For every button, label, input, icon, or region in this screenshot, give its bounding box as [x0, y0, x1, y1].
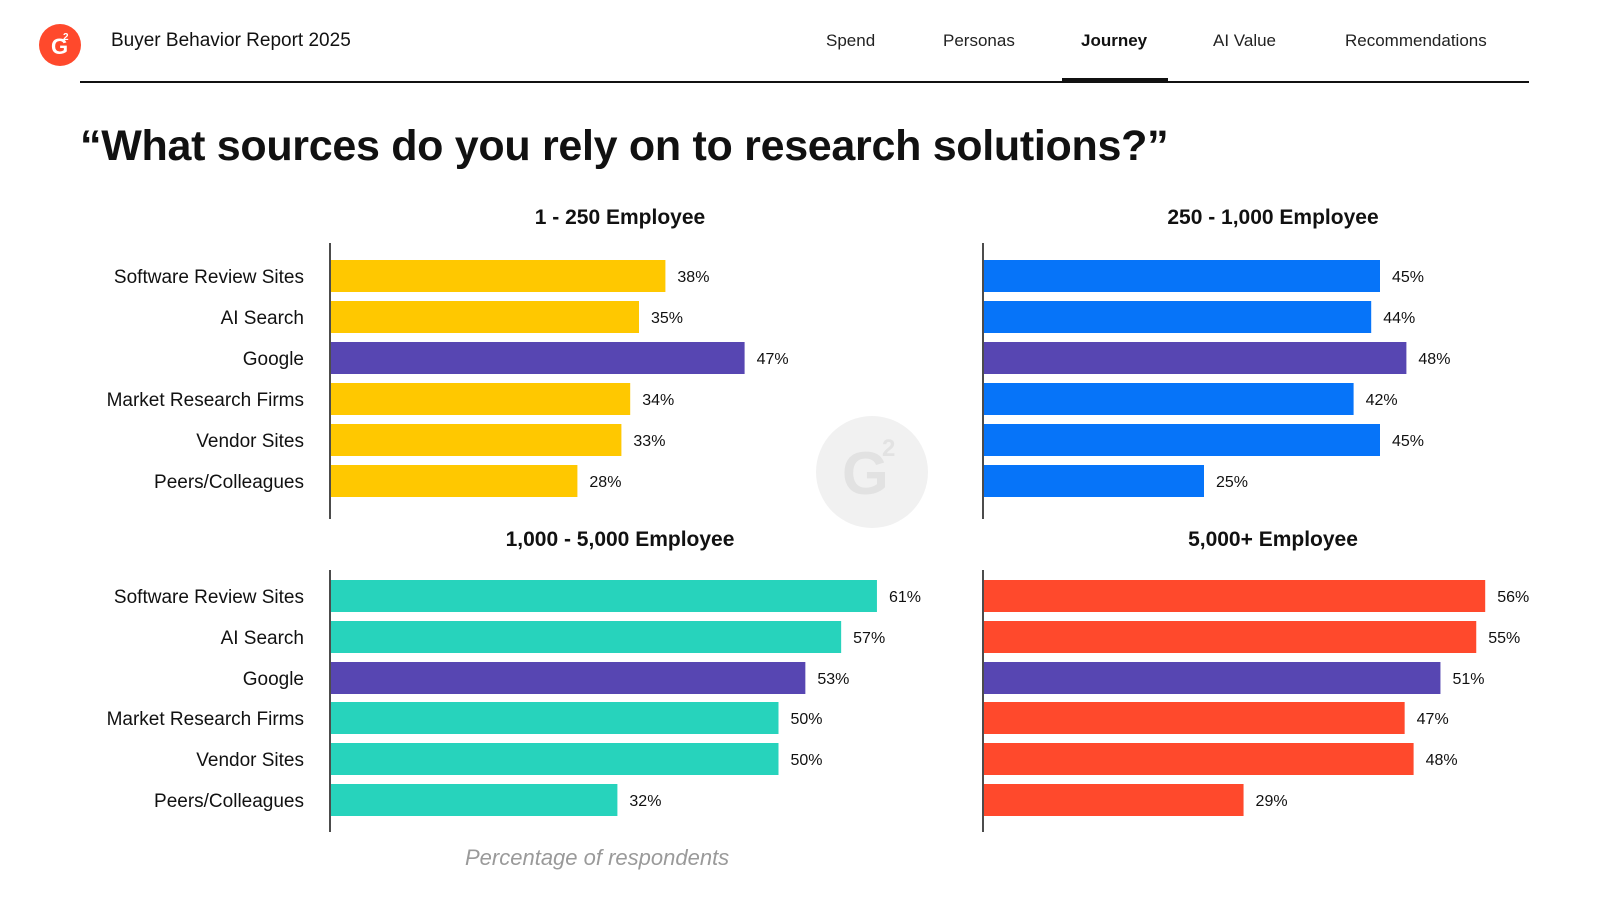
bar [331, 784, 618, 816]
tab-personas[interactable]: Personas [943, 31, 1015, 50]
svg-text:G: G [51, 34, 68, 59]
bar [984, 342, 1407, 374]
bar [984, 743, 1414, 775]
data-label: 38% [677, 269, 709, 286]
data-label: 56% [1497, 589, 1529, 606]
bar [331, 260, 666, 292]
data-label: 35% [651, 310, 683, 327]
category-label: Google [243, 669, 304, 690]
data-label: 44% [1383, 310, 1415, 327]
axis-footnote: Percentage of respondents [465, 845, 730, 870]
data-label: 47% [757, 351, 789, 368]
top-nav: Spend Personas Journey AI Value Recommen… [0, 0, 1600, 84]
bar [984, 621, 1477, 653]
tab-journey[interactable]: Journey [1081, 31, 1148, 50]
data-label: 34% [642, 392, 674, 409]
data-label: 53% [817, 671, 849, 688]
data-label: 55% [1488, 630, 1520, 647]
category-label: Google [243, 349, 304, 370]
bar [984, 784, 1244, 816]
tab-ai-value[interactable]: AI Value [1213, 31, 1277, 50]
chart-panel-2: 250 - 1,000 Employee 45% 44% 48% 42% 45% 25% [982, 206, 1450, 519]
category-label: Software Review Sites [114, 267, 304, 288]
chart-panel-1: 1 - 250 Employee 38% Software Review Sites… [107, 206, 789, 519]
report-header: G 2 Buyer Behavior Report 2025 Spend Per… [0, 0, 1600, 84]
bar [331, 580, 877, 612]
chart-panel-4: 5,000+ Employee 56% 55% 51% 47% 48% 29% [982, 528, 1529, 832]
data-label: 47% [1417, 711, 1449, 728]
category-label: Peers/Colleagues [154, 472, 304, 493]
chart-title: 1 - 250 Employee [535, 206, 705, 229]
bar [331, 465, 578, 497]
category-label: Vendor Sites [196, 750, 304, 771]
bar [331, 621, 842, 653]
bar [331, 702, 779, 734]
svg-text:G: G [842, 440, 889, 507]
bar [331, 342, 745, 374]
category-label: Market Research Firms [107, 390, 304, 411]
bar [331, 424, 622, 456]
bar [984, 580, 1486, 612]
data-label: 48% [1418, 351, 1450, 368]
data-label: 28% [589, 474, 621, 491]
data-label: 50% [791, 752, 823, 769]
data-label: 48% [1426, 752, 1458, 769]
chart-title: 1,000 - 5,000 Employee [506, 528, 735, 551]
bar [984, 424, 1380, 456]
tab-spend[interactable]: Spend [826, 31, 876, 50]
bar [331, 383, 631, 415]
category-label: AI Search [221, 308, 304, 329]
category-label: Market Research Firms [107, 709, 304, 730]
data-label: 25% [1216, 474, 1248, 491]
active-tab-indicator [1062, 78, 1168, 82]
g2-logo-icon[interactable]: G 2 [39, 24, 81, 66]
bar [331, 301, 639, 333]
bar [984, 662, 1441, 694]
bar [984, 702, 1405, 734]
bar [984, 383, 1354, 415]
category-label: Software Review Sites [114, 587, 304, 608]
report-title: Buyer Behavior Report 2025 [111, 30, 351, 51]
tab-recommendations[interactable]: Recommendations [1345, 31, 1487, 50]
chart-title: 5,000+ Employee [1188, 528, 1358, 551]
data-label: 42% [1366, 392, 1398, 409]
svg-text:2: 2 [63, 32, 69, 43]
category-label: Vendor Sites [196, 431, 304, 452]
data-label: 33% [633, 433, 665, 450]
data-label: 51% [1452, 671, 1484, 688]
data-label: 61% [889, 589, 921, 606]
category-label: Peers/Colleagues [154, 791, 304, 812]
bar [984, 465, 1204, 497]
bar [984, 260, 1380, 292]
bar [331, 662, 806, 694]
data-label: 57% [853, 630, 885, 647]
page-question-title: “What sources do you rely on to research… [80, 122, 1169, 170]
svg-text:2: 2 [882, 435, 895, 462]
data-label: 45% [1392, 433, 1424, 450]
chart-title: 250 - 1,000 Employee [1167, 206, 1378, 229]
g2-watermark-icon: G 2 [816, 416, 928, 528]
bar [984, 301, 1372, 333]
data-label: 45% [1392, 269, 1424, 286]
data-label: 50% [791, 711, 823, 728]
category-label: AI Search [221, 628, 304, 649]
data-label: 29% [1256, 793, 1288, 810]
header-divider [80, 81, 1529, 83]
data-label: 32% [629, 793, 661, 810]
chart-panel-3: 1,000 - 5,000 Employee 61% Software Review… [107, 528, 921, 832]
bar [331, 743, 779, 775]
